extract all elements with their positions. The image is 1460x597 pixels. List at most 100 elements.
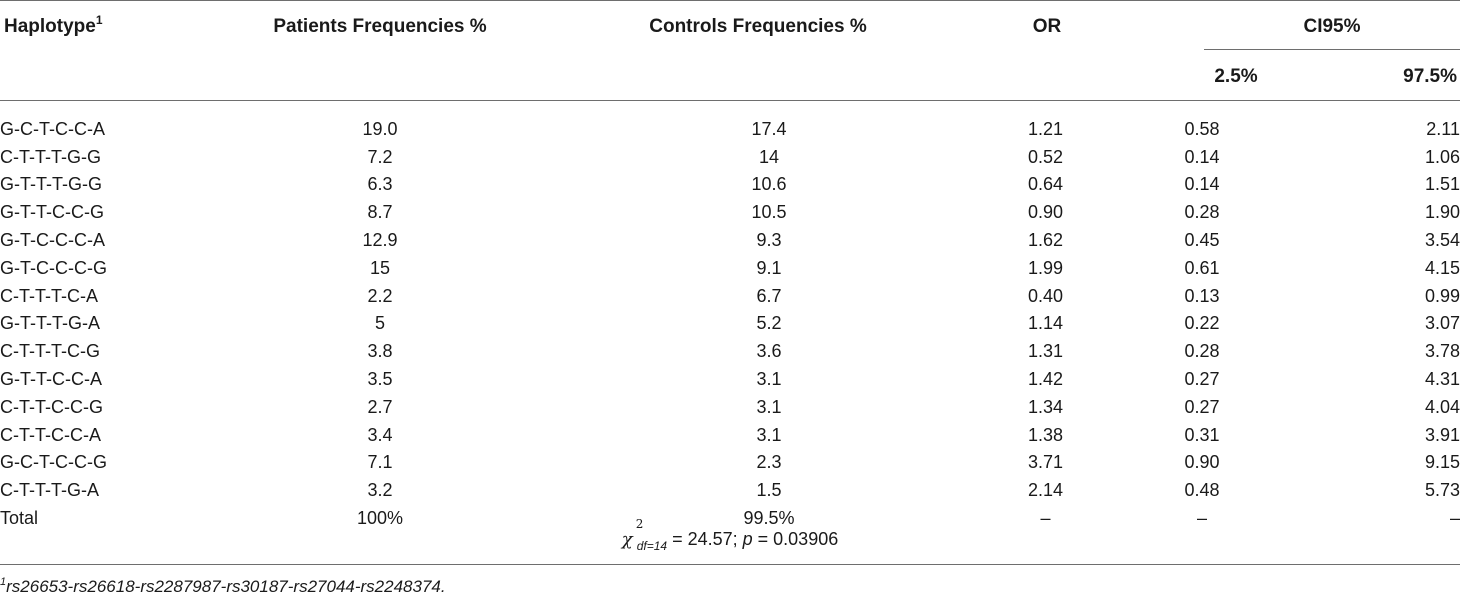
cell-hi: 5.73: [1424, 480, 1460, 501]
table-row: C-T-T-T-C-A 2.2 6.7 0.40 0.13 0.99: [0, 282, 1460, 310]
cell-hap: G-T-T-C-C-A: [0, 369, 102, 390]
cell-con: 1.5: [756, 480, 782, 501]
header-ci-low: 2.5%: [1214, 66, 1258, 87]
cell-hap: C-T-T-C-C-A: [0, 424, 101, 445]
cell-lo: 0.27: [1184, 396, 1220, 417]
table-row: C-T-T-C-C-A 3.4 3.1 1.38 0.31 3.91: [0, 421, 1460, 449]
table-row: C-T-T-C-C-G 2.7 3.1 1.34 0.27 4.04: [0, 393, 1460, 421]
cell-con: 10.6: [751, 174, 787, 195]
cell-or: 0.64: [1027, 174, 1064, 195]
cell-or: 1.62: [1027, 230, 1064, 251]
cell-hi: 3.54: [1424, 230, 1460, 251]
cell-lo: 0.45: [1184, 230, 1220, 251]
cell-hi: 9.15: [1424, 452, 1460, 473]
cell-hap: G-T-T-T-G-A: [0, 313, 100, 334]
header-patients: Patients Frequencies %: [273, 16, 487, 37]
cell-hi: 1.90: [1424, 202, 1460, 223]
cell-hap: G-T-T-T-G-G: [0, 174, 102, 195]
header-or: OR: [1032, 16, 1062, 37]
table-row: C-T-T-T-G-G 7.2 14 0.52 0.14 1.06: [0, 143, 1460, 171]
cell-or: 3.71: [1027, 452, 1064, 473]
ci-rule: [1204, 49, 1460, 50]
cell-hi: 3.07: [1424, 313, 1460, 334]
cell-or: 2.14: [1027, 480, 1064, 501]
cell-hi: 0.99: [1424, 285, 1460, 306]
cell-pat: 5: [374, 313, 385, 334]
cell-lo: 0.14: [1184, 174, 1220, 195]
cell-or: 1.31: [1027, 341, 1064, 362]
header-ci-high: 97.5%: [1403, 66, 1457, 87]
cell-con: 6.7: [756, 285, 782, 306]
cell-hap: G-C-T-C-C-G: [0, 452, 107, 473]
cell-lo: 0.28: [1184, 341, 1220, 362]
chi-sup: 2: [635, 517, 644, 531]
footnote: 1rs26653-rs26618-rs2287987-rs30187-rs270…: [0, 577, 446, 597]
footer-rule: [0, 564, 1460, 565]
cell-or: –: [1040, 508, 1051, 529]
table-row: C-T-T-T-G-A 3.2 1.5 2.14 0.48 5.73: [0, 476, 1460, 504]
cell-pat: 3.8: [367, 341, 393, 362]
cell-con: 3.6: [756, 341, 782, 362]
cell-pat: 19.0: [362, 118, 398, 139]
cell-hap: C-T-T-T-C-A: [0, 285, 98, 306]
chi-value: = 24.57;: [667, 529, 743, 549]
cell-lo: 0.90: [1184, 452, 1220, 473]
table-row: G-T-C-C-C-G 15 9.1 1.99 0.61 4.15: [0, 254, 1460, 282]
cell-hi: 1.06: [1424, 146, 1460, 167]
cell-pat: 100%: [356, 508, 404, 529]
cell-pat: 6.3: [367, 174, 393, 195]
table-row: G-T-T-T-G-G 6.3 10.6 0.64 0.14 1.51: [0, 171, 1460, 199]
header-ci95: CI95%: [1303, 16, 1361, 37]
cell-or: 1.38: [1027, 424, 1064, 445]
table-row: G-T-T-C-C-G 8.7 10.5 0.90 0.28 1.90: [0, 198, 1460, 226]
cell-pat: 3.2: [367, 480, 393, 501]
cell-hap: C-T-T-T-C-G: [0, 341, 100, 362]
cell-hap: G-T-T-C-C-G: [0, 202, 104, 223]
cell-lo: 0.22: [1184, 313, 1220, 334]
cell-or: 1.42: [1027, 369, 1064, 390]
footnote-text: rs26653-rs26618-rs2287987-rs30187-rs2704…: [6, 577, 446, 596]
p-value: = 0.03906: [752, 529, 839, 549]
p-symbol: p: [742, 529, 753, 549]
cell-hi: 3.78: [1424, 341, 1460, 362]
data-table: G-C-T-C-C-A 19.0 17.4 1.21 0.58 2.11 C-T-T-T-G…: [0, 115, 1460, 532]
cell-lo: 0.28: [1184, 202, 1220, 223]
cell-pat: 7.2: [367, 146, 393, 167]
cell-hap: C-T-T-C-C-G: [0, 396, 103, 417]
cell-con: 14: [758, 146, 780, 167]
table-row: G-T-T-T-G-A 5 5.2 1.14 0.22 3.07: [0, 310, 1460, 338]
table-body: G-C-T-C-C-A 19.0 17.4 1.21 0.58 2.11 C-T-T-T-G…: [0, 115, 1460, 532]
cell-pat: 8.7: [367, 202, 393, 223]
cell-hi: –: [1449, 508, 1460, 529]
cell-pat: 12.9: [362, 230, 398, 251]
cell-or: 1.14: [1027, 313, 1064, 334]
table-row: Total 100% 99.5% – – –: [0, 504, 1460, 532]
cell-con: 10.5: [751, 202, 787, 223]
cell-lo: 0.31: [1184, 424, 1220, 445]
cell-or: 1.34: [1027, 396, 1064, 417]
cell-or: 0.52: [1027, 146, 1064, 167]
cell-con: 5.2: [756, 313, 782, 334]
cell-pat: 2.2: [367, 285, 393, 306]
cell-hi: 4.04: [1424, 396, 1460, 417]
cell-lo: 0.27: [1184, 369, 1220, 390]
cell-or: 0.40: [1027, 285, 1064, 306]
cell-pat: 7.1: [367, 452, 393, 473]
cell-or: 1.21: [1027, 118, 1064, 139]
cell-lo: –: [1196, 508, 1207, 529]
cell-hap: Total: [0, 508, 39, 529]
top-rule: [0, 0, 1460, 1]
cell-or: 1.99: [1027, 257, 1064, 278]
chi-square-stat: χ 2 df=14 = 24.57; p = 0.03906: [0, 517, 1460, 553]
cell-con: 3.1: [756, 424, 782, 445]
cell-lo: 0.14: [1184, 146, 1220, 167]
header-haplotype: Haplotype1: [4, 13, 103, 37]
cell-hap: G-T-C-C-C-G: [0, 257, 107, 278]
cell-hi: 2.11: [1426, 118, 1460, 139]
header-rule: [0, 100, 1460, 101]
cell-lo: 0.13: [1184, 285, 1220, 306]
cell-con: 17.4: [751, 118, 787, 139]
table-row: G-T-C-C-C-A 12.9 9.3 1.62 0.45 3.54: [0, 226, 1460, 254]
